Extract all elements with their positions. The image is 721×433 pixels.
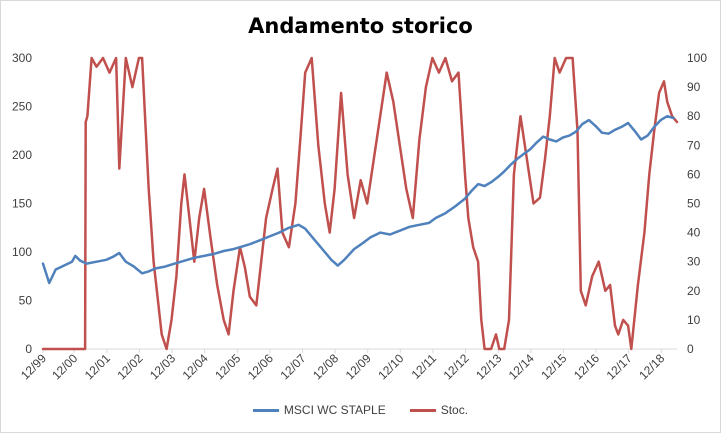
right-y-tick-label: 70	[687, 138, 701, 152]
series-layer	[41, 56, 679, 351]
left-y-tick-label: 100	[12, 245, 32, 259]
legend-label-msci: MSCI WC STAPLE	[283, 403, 386, 417]
right-y-tick-label: 60	[687, 167, 701, 181]
x-tick-label: 12/02	[114, 351, 145, 382]
right-y-tick-label: 50	[687, 197, 701, 211]
right-y-tick-label: 0	[687, 342, 694, 356]
series-line-stoc	[41, 56, 679, 351]
left-y-tick-label: 0	[25, 342, 32, 356]
left-y-axis: 0 50 100 150 200 250 300	[12, 51, 32, 356]
legend-label-stoc: Stoc.	[440, 403, 469, 417]
x-axis: 12/99 12/00 12/01 12/02 12/03 12/04 12/05 12/06…	[18, 348, 677, 382]
x-tick-label: 12/01	[82, 351, 113, 382]
x-tick-label: 12/99	[18, 351, 49, 382]
x-tick-label: 12/16	[571, 351, 602, 382]
x-tick-label: 12/14	[506, 351, 537, 382]
left-y-tick-label: 150	[12, 197, 32, 211]
right-y-tick-label: 90	[687, 80, 701, 94]
right-y-tick-label: 80	[687, 109, 701, 123]
x-tick-label: 12/00	[49, 351, 80, 382]
left-y-tick-label: 300	[12, 51, 32, 65]
x-tick-label: 12/06	[245, 351, 276, 382]
left-y-tick-label: 50	[19, 294, 33, 308]
legend: MSCI WC STAPLE Stoc.	[1, 403, 720, 417]
x-tick-label: 12/09	[343, 351, 374, 382]
x-tick-label: 12/11	[409, 351, 440, 382]
x-tick-label: 12/12	[441, 351, 472, 382]
x-tick-label: 12/05	[212, 351, 243, 382]
legend-entry-stoc: Stoc.	[409, 403, 469, 417]
left-y-tick-label: 250	[12, 100, 32, 114]
legend-swatch-msci	[252, 408, 279, 412]
x-tick-label: 12/15	[538, 351, 569, 382]
legend-entry-msci: MSCI WC STAPLE	[252, 403, 386, 417]
x-tick-label: 12/13	[473, 351, 504, 382]
right-y-axis: 0 10 20 30 40 50 60 70 80 90 100	[687, 51, 707, 356]
x-tick-label: 12/17	[604, 351, 635, 382]
x-tick-label: 12/08	[310, 351, 341, 382]
x-tick-label: 12/10	[375, 351, 406, 382]
chart-title: Andamento storico	[248, 14, 473, 38]
right-y-tick-label: 10	[687, 313, 701, 327]
right-y-tick-label: 40	[687, 226, 701, 240]
x-tick-label: 12/18	[636, 351, 667, 382]
x-tick-label: 12/07	[277, 351, 308, 382]
right-y-tick-label: 100	[687, 51, 707, 65]
x-tick-label: 12/03	[147, 351, 178, 382]
series-line-msci	[41, 114, 675, 285]
right-y-tick-label: 20	[687, 284, 701, 298]
right-y-tick-label: 30	[687, 255, 701, 269]
left-y-tick-label: 200	[12, 148, 32, 162]
x-tick-label: 12/04	[180, 351, 211, 382]
legend-swatch-stoc	[409, 408, 436, 412]
